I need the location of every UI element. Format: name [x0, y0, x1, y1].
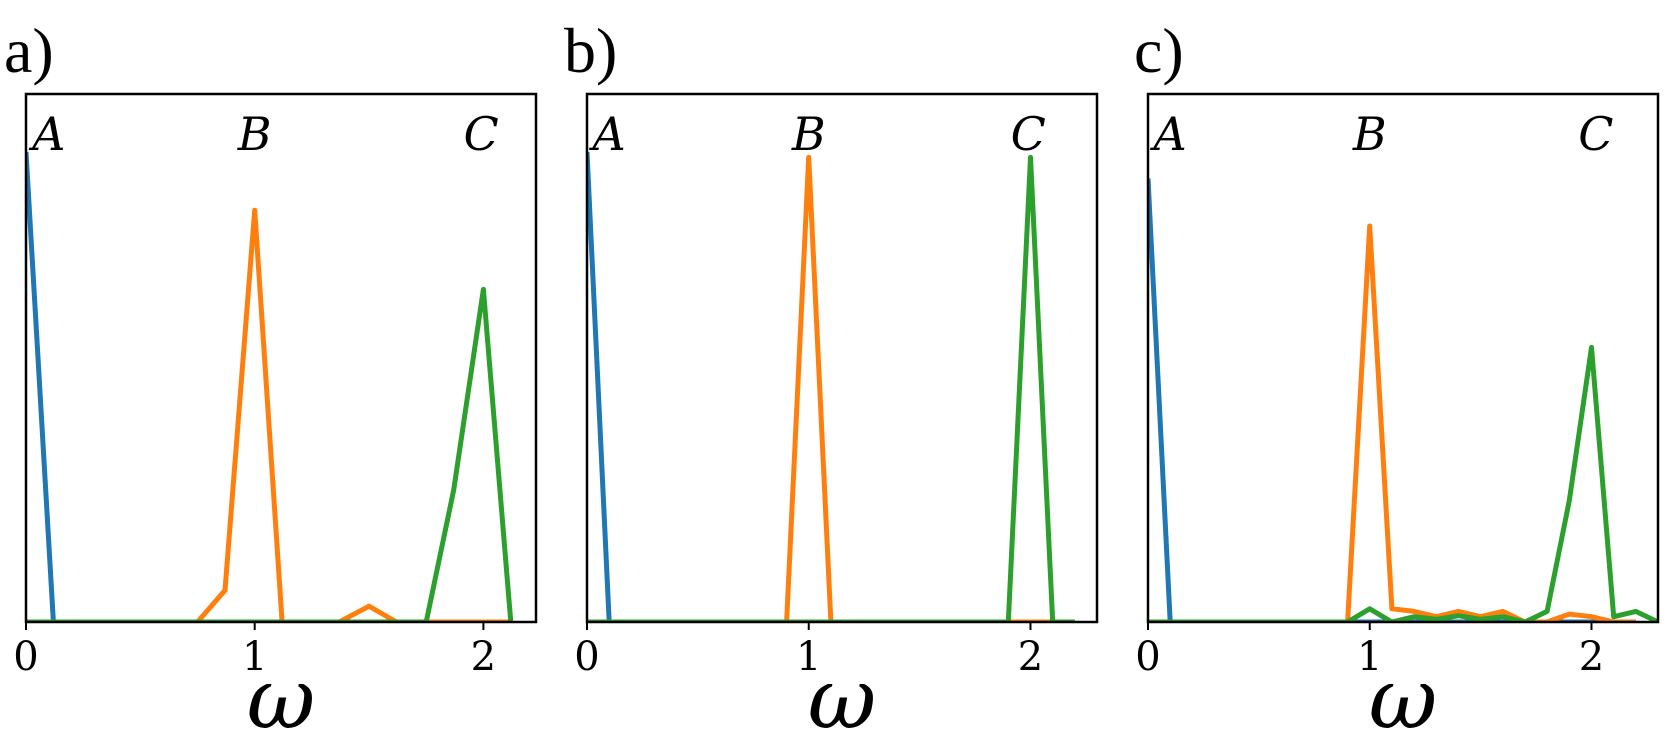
x-tick-label: 2 [1579, 634, 1604, 680]
plot-frame [24, 92, 538, 624]
plot-frame [585, 92, 1099, 624]
panel-label: b) [564, 15, 617, 86]
x-tick-label: 0 [13, 634, 38, 680]
x-axis-label: ω [1369, 650, 1438, 748]
x-axis-label: ω [808, 650, 877, 748]
x-tick-label: 1 [1357, 634, 1382, 680]
series-line-1 [587, 151, 1075, 622]
panel-3: c) A B C 0 1 2 ω [1134, 15, 1660, 748]
peak-label-c: C [1578, 107, 1613, 161]
peak-label-b: B [237, 107, 272, 161]
peak-label-a: A [28, 107, 65, 161]
peak-label-a: A [589, 107, 626, 161]
series-line-3 [26, 286, 514, 622]
series-line-2 [1148, 223, 1636, 622]
series-line-3 [1148, 344, 1658, 622]
peak-label-c: C [464, 107, 499, 161]
x-tick-label: 2 [471, 634, 496, 680]
x-tick-label: 1 [242, 634, 267, 680]
peak-label-b: B [1352, 107, 1387, 161]
peak-label-c: C [1011, 107, 1046, 161]
x-tick-label: 0 [1135, 634, 1160, 680]
peak-label-a: A [1150, 107, 1187, 161]
x-axis-label: ω [247, 650, 316, 748]
series-line-3 [587, 154, 1075, 622]
plot-frame [1146, 92, 1660, 624]
series-line-2 [587, 154, 1075, 622]
series-line-1 [1148, 178, 1636, 622]
panel-2: b) A B C 0 1 2 ω [564, 15, 1099, 748]
panel-label: a) [4, 15, 54, 86]
x-tick-label: 0 [574, 634, 599, 680]
x-tick-label: 2 [1018, 634, 1043, 680]
panel-label: c) [1134, 15, 1184, 86]
peak-label-b: B [791, 107, 826, 161]
panel-1: a) A B C 0 1 2 ω [4, 15, 538, 748]
series-line-1 [26, 151, 511, 622]
x-tick-label: 1 [796, 634, 821, 680]
series-line-2 [26, 207, 511, 622]
